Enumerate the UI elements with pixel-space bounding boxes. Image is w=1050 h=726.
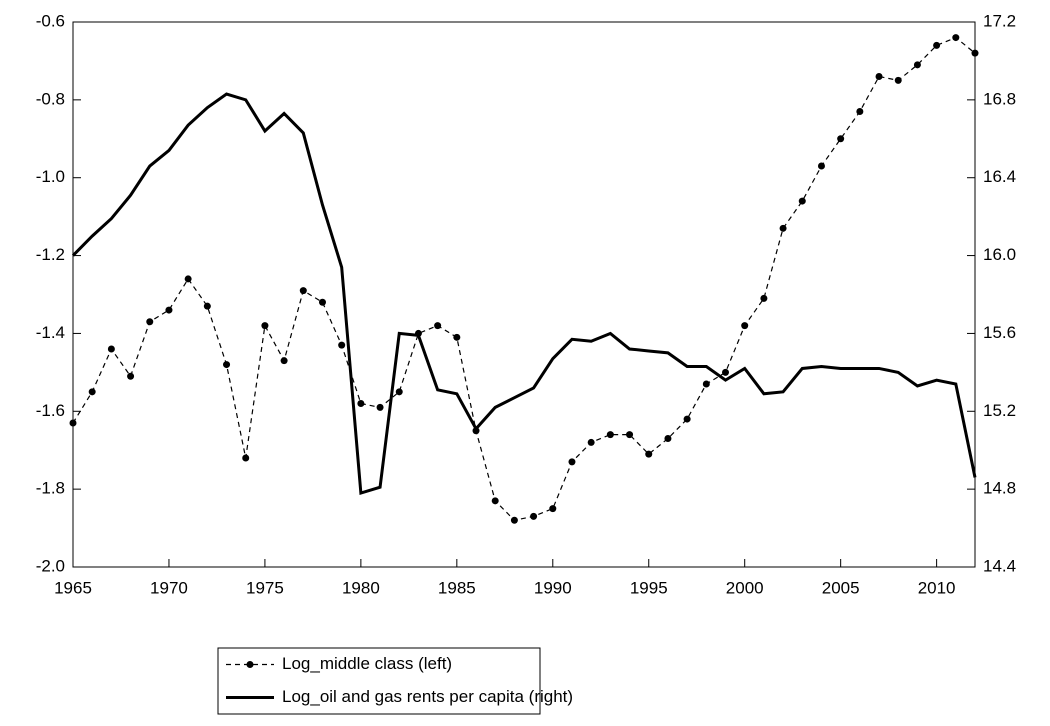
series-marker — [741, 322, 749, 330]
series-marker — [894, 76, 902, 84]
series-marker — [971, 49, 979, 57]
series-marker — [856, 108, 864, 116]
series-marker — [165, 306, 173, 314]
y2-tick-label: 17.2 — [983, 11, 1016, 30]
series-marker — [664, 435, 672, 443]
series-marker — [702, 380, 710, 388]
series-marker — [184, 275, 192, 283]
y2-tick-label: 15.6 — [983, 323, 1016, 342]
series-marker — [69, 419, 77, 427]
series-marker — [587, 438, 595, 446]
series-marker — [606, 431, 614, 439]
y-tick-label: -1.8 — [36, 479, 65, 498]
y2-tick-label: 16.8 — [983, 89, 1016, 108]
series-marker — [913, 61, 921, 69]
series-marker — [875, 73, 883, 80]
series-marker — [530, 512, 538, 520]
x-tick-label: 1980 — [342, 578, 380, 597]
x-tick-label: 2000 — [726, 578, 764, 597]
y-tick-label: -1.6 — [36, 401, 65, 420]
y2-tick-label: 14.4 — [983, 556, 1016, 575]
y-tick-label: -0.6 — [36, 11, 65, 30]
series-marker — [760, 294, 768, 302]
series-marker — [261, 322, 269, 330]
series-marker — [837, 135, 845, 143]
legend-label: Log_middle class (left) — [282, 654, 452, 673]
x-tick-label: 1975 — [246, 578, 284, 597]
series-marker — [722, 368, 730, 376]
series-marker — [357, 400, 365, 407]
series-marker — [203, 302, 211, 310]
y-tick-label: -1.4 — [36, 323, 65, 342]
y2-tick-label: 16.4 — [983, 167, 1016, 186]
series-marker — [779, 224, 787, 232]
x-tick-label: 1995 — [630, 578, 668, 597]
y2-tick-label: 16.0 — [983, 245, 1016, 264]
series-marker — [549, 505, 557, 513]
y-tick-label: -0.8 — [36, 89, 65, 108]
series-marker — [510, 516, 518, 524]
series-marker — [299, 287, 307, 295]
y2-tick-label: 14.8 — [983, 479, 1016, 498]
series-marker — [318, 298, 326, 306]
series-marker — [338, 341, 346, 349]
series-marker — [107, 345, 115, 353]
series-marker — [395, 388, 403, 396]
series-marker — [568, 458, 576, 466]
series-marker — [817, 162, 825, 170]
series-marker — [933, 41, 941, 49]
legend-marker — [246, 661, 254, 668]
x-tick-label: 2010 — [918, 578, 956, 597]
series-marker — [376, 403, 384, 411]
x-tick-label: 1990 — [534, 578, 572, 597]
y-tick-label: -1.0 — [36, 167, 65, 186]
series-marker — [683, 415, 691, 423]
series-marker — [242, 454, 250, 462]
x-tick-label: 1985 — [438, 578, 476, 597]
y2-tick-label: 15.2 — [983, 401, 1016, 420]
series-marker — [146, 318, 154, 326]
y-tick-label: -2.0 — [36, 556, 65, 575]
series-marker — [952, 34, 960, 42]
y-tick-label: -1.2 — [36, 245, 65, 264]
series-marker — [645, 450, 653, 458]
series-marker — [491, 497, 499, 505]
x-tick-label: 1970 — [150, 578, 188, 597]
plot-frame — [72, 21, 976, 568]
series-marker — [626, 431, 634, 439]
legend-label: Log_oil and gas rents per capita (right) — [282, 687, 573, 706]
series-line — [72, 36, 976, 521]
series-marker — [798, 197, 806, 205]
series-line — [71, 92, 977, 496]
series-marker — [453, 333, 461, 341]
series-marker — [88, 388, 96, 396]
x-tick-label: 1965 — [54, 578, 92, 597]
x-tick-label: 2005 — [822, 578, 860, 597]
series-marker — [280, 357, 288, 365]
series-marker — [223, 361, 231, 369]
legend-box — [217, 647, 541, 715]
series-marker — [434, 322, 442, 330]
series-marker — [127, 372, 135, 380]
